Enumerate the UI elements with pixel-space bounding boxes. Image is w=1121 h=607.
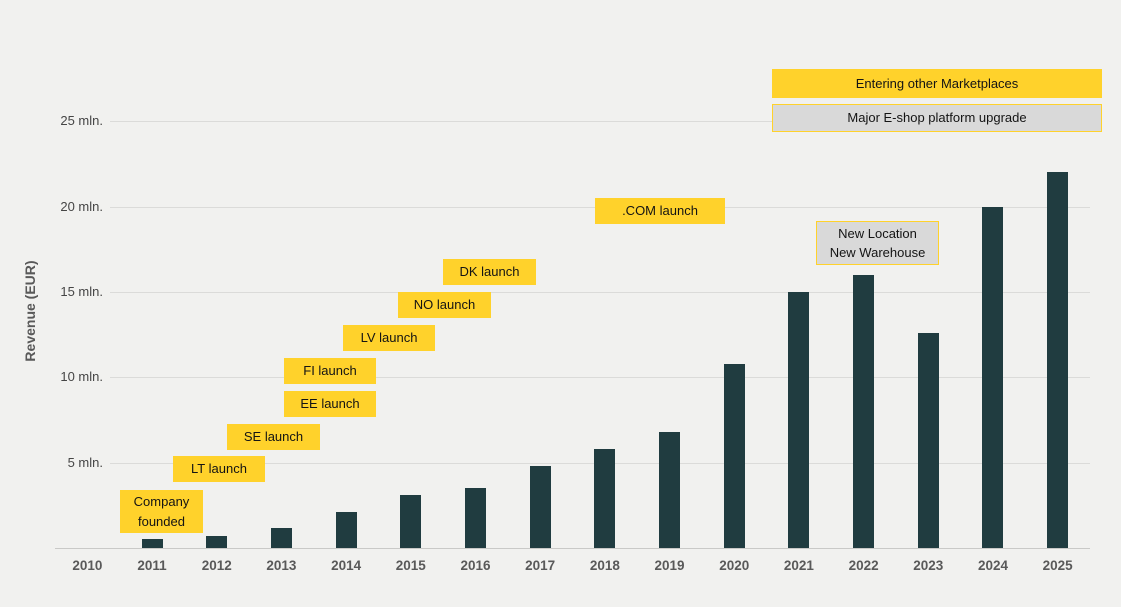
y-axis-title: Revenue (EUR) [22,260,38,362]
x-tick-2014: 2014 [331,558,362,573]
bar-2012 [206,536,228,548]
bar-2017 [529,466,551,548]
bar-2016 [464,488,486,548]
y-tick-5-mln: 5 mln. [67,454,103,470]
x-tick-2025: 2025 [1042,558,1073,573]
annotation-com-launch: .COM launch [595,198,725,224]
x-tick-2020: 2020 [719,558,750,573]
x-tick-2010: 2010 [72,558,103,573]
x-tick-2011: 2011 [137,558,167,573]
x-axis-line [55,548,1090,549]
x-tick-2018: 2018 [589,558,620,573]
x-tick-2021: 2021 [783,558,814,573]
x-tick-2016: 2016 [460,558,491,573]
annotation-ee-launch: EE launch [284,391,376,417]
gridline-15-mln [110,291,1090,293]
annotation-lv-launch: LV launch [343,325,435,351]
x-tick-2017: 2017 [525,558,556,573]
annotation-major-e-shop-platform-upgrade: Major E-shop platform upgrade [772,104,1102,132]
bar-2013 [270,527,292,548]
annotation-entering-other-marketplaces: Entering other Marketplaces [772,69,1102,98]
bar-2025 [1047,172,1069,548]
gridline-25-mln [110,121,1090,123]
bar-2022 [853,274,875,548]
x-tick-2024: 2024 [977,558,1008,573]
y-tick-20-mln: 20 mln. [60,198,103,214]
gridline-10-mln [110,377,1090,379]
x-tick-2013: 2013 [266,558,297,573]
bar-2011 [141,539,163,548]
x-tick-2022: 2022 [848,558,879,573]
x-tick-2019: 2019 [654,558,685,573]
bar-2014 [335,512,357,548]
bar-2019 [659,431,681,548]
bar-2024 [982,206,1004,548]
x-tick-2015: 2015 [395,558,426,573]
annotation-no-launch: NO launch [398,292,491,318]
y-tick-25-mln: 25 mln. [60,113,103,129]
annotation-company-founded: Company founded [120,490,203,533]
annotation-dk-launch: DK launch [443,259,536,285]
annotation-fi-launch: FI launch [284,358,376,384]
x-tick-2012: 2012 [201,558,232,573]
x-tick-2023: 2023 [913,558,944,573]
annotation-se-launch: SE launch [227,424,320,450]
y-tick-10-mln: 10 mln. [60,369,103,385]
y-tick-15-mln: 15 mln. [60,283,103,299]
bar-2020 [723,363,745,548]
annotation-new-location-new-warehouse: New Location New Warehouse [816,221,939,265]
bar-2015 [400,495,422,548]
annotation-lt-launch: LT launch [173,456,265,482]
bar-2023 [917,332,939,548]
bar-2021 [788,291,810,548]
bar-2018 [594,448,616,548]
